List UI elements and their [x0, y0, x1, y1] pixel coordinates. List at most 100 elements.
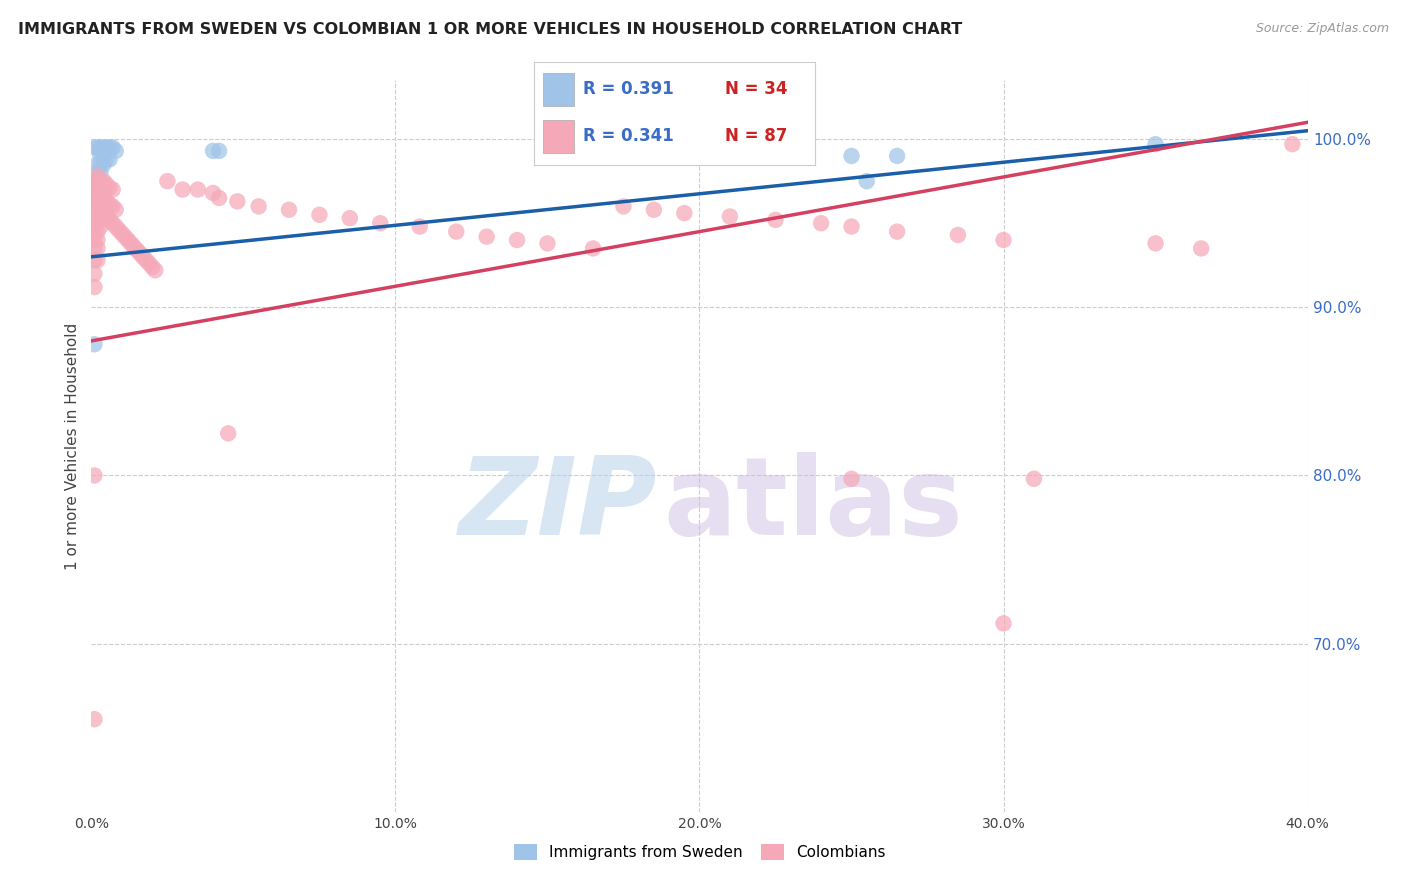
Point	[83, 225, 105, 239]
Point	[86, 191, 108, 205]
Point	[89, 202, 111, 217]
Point	[673, 144, 696, 158]
Point	[98, 140, 121, 154]
Point	[993, 616, 1015, 631]
Point	[83, 337, 105, 351]
Point	[339, 211, 361, 226]
Point	[993, 233, 1015, 247]
Point	[117, 233, 139, 247]
Point	[86, 183, 108, 197]
Point	[101, 199, 124, 213]
Point	[86, 233, 108, 247]
Point	[247, 199, 270, 213]
Point	[673, 206, 696, 220]
Point	[122, 240, 145, 254]
Point	[104, 202, 127, 217]
Point	[86, 253, 108, 268]
Point	[86, 225, 108, 239]
Bar	[543, 120, 574, 153]
Point	[202, 144, 225, 158]
Point	[132, 250, 155, 264]
Point	[278, 202, 301, 217]
Text: R = 0.391: R = 0.391	[583, 80, 675, 98]
Point	[612, 199, 634, 213]
Text: N = 87: N = 87	[725, 128, 787, 145]
Point	[841, 472, 863, 486]
Point	[111, 227, 134, 241]
Point	[89, 149, 111, 163]
Point	[841, 149, 863, 163]
Point	[141, 260, 163, 274]
Point	[101, 183, 124, 197]
Point	[582, 242, 605, 256]
Point	[89, 174, 111, 188]
Point	[83, 202, 105, 217]
Point	[93, 206, 115, 220]
Point	[86, 140, 108, 154]
Point	[86, 174, 108, 188]
Point	[83, 191, 105, 205]
Point	[93, 140, 115, 154]
Point	[83, 216, 105, 230]
Point	[226, 194, 249, 209]
Point	[1281, 137, 1303, 152]
Point	[444, 225, 467, 239]
Point	[101, 216, 124, 230]
Point	[187, 183, 209, 197]
Point	[96, 140, 118, 154]
Bar	[543, 73, 574, 105]
Point	[89, 157, 111, 171]
Point	[86, 242, 108, 256]
Point	[93, 191, 115, 205]
Point	[120, 236, 142, 251]
Point	[96, 153, 118, 167]
Text: IMMIGRANTS FROM SWEDEN VS COLOMBIAN 1 OR MORE VEHICLES IN HOUSEHOLD CORRELATION : IMMIGRANTS FROM SWEDEN VS COLOMBIAN 1 OR…	[18, 22, 963, 37]
Point	[114, 229, 136, 244]
Point	[138, 256, 160, 270]
Point	[536, 236, 558, 251]
Y-axis label: 1 or more Vehicles in Household: 1 or more Vehicles in Household	[65, 322, 80, 570]
Point	[409, 219, 432, 234]
Point	[83, 242, 105, 256]
Point	[83, 267, 105, 281]
Point	[96, 210, 118, 224]
Point	[83, 233, 105, 247]
Point	[86, 157, 108, 171]
Point	[93, 186, 115, 200]
Legend: Immigrants from Sweden, Colombians: Immigrants from Sweden, Colombians	[508, 838, 891, 866]
Point	[765, 212, 787, 227]
Point	[83, 712, 105, 726]
Point	[718, 210, 741, 224]
Point	[89, 166, 111, 180]
Point	[217, 426, 239, 441]
Point	[125, 243, 148, 257]
Point	[83, 174, 105, 188]
Point	[202, 186, 225, 200]
Point	[172, 183, 194, 197]
Point	[104, 219, 127, 234]
Point	[86, 169, 108, 183]
Point	[86, 191, 108, 205]
Point	[886, 225, 908, 239]
Point	[86, 166, 108, 180]
Point	[96, 178, 118, 192]
Point	[83, 208, 105, 222]
Point	[93, 202, 115, 217]
Text: N = 34: N = 34	[725, 80, 787, 98]
Text: R = 0.341: R = 0.341	[583, 128, 675, 145]
Point	[104, 144, 127, 158]
Point	[89, 211, 111, 226]
Text: Source: ZipAtlas.com: Source: ZipAtlas.com	[1256, 22, 1389, 36]
Point	[83, 199, 105, 213]
Point	[1189, 242, 1212, 256]
Text: atlas: atlas	[664, 451, 963, 558]
Point	[135, 253, 157, 268]
Point	[93, 157, 115, 171]
Point	[143, 263, 166, 277]
Point	[98, 212, 121, 227]
Point	[89, 219, 111, 234]
Point	[643, 202, 665, 217]
Point	[1144, 137, 1167, 152]
Point	[208, 144, 231, 158]
Point	[93, 211, 115, 226]
